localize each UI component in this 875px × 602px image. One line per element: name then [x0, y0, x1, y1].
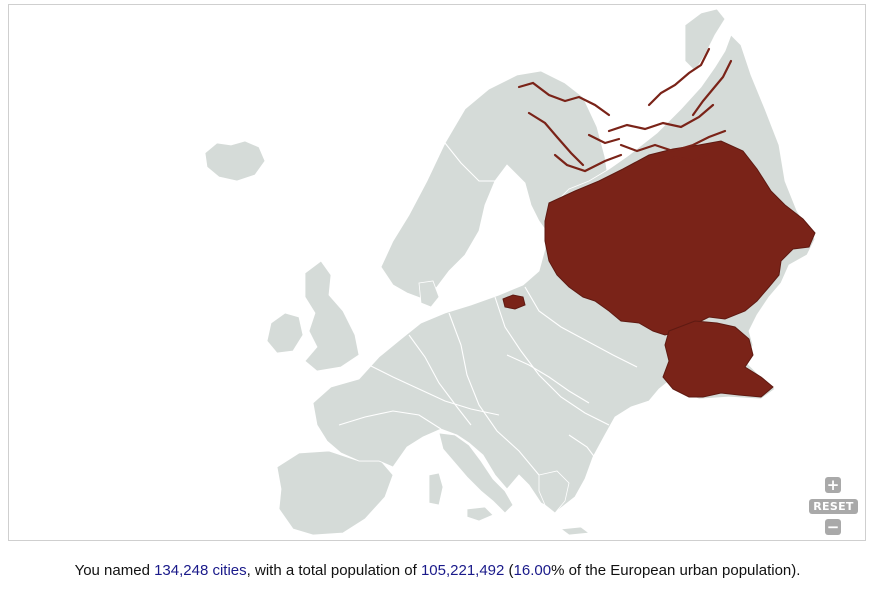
greece	[538, 470, 570, 514]
italy	[438, 432, 514, 514]
ireland	[266, 312, 304, 354]
novaya-zemlya	[684, 8, 726, 72]
sicily	[466, 506, 494, 522]
europe-map[interactable]	[9, 5, 865, 540]
map-container[interactable]: + RESET −	[8, 4, 866, 541]
summary-text: You named 134,248 cities, with a total p…	[0, 562, 875, 579]
population-total: 105,221,492	[420, 562, 505, 579]
great-britain	[304, 260, 360, 372]
iceland	[204, 140, 266, 182]
iberia	[276, 450, 394, 536]
summary-prefix: You named	[74, 562, 155, 579]
zoom-in-button[interactable]: +	[825, 476, 841, 494]
summary-mid: , with a total population of	[246, 562, 421, 579]
named-region-south	[662, 320, 774, 398]
crete	[559, 526, 591, 536]
sardinia	[428, 472, 444, 506]
summary-suffix: % of the European urban population).	[551, 562, 801, 579]
named-region-north-scatter	[517, 47, 733, 173]
named-region-main	[544, 140, 816, 336]
reset-button[interactable]: RESET	[809, 499, 858, 514]
population-percent: 16.00	[513, 562, 552, 579]
named-region-kaliningrad	[502, 294, 526, 310]
denmark	[418, 280, 440, 308]
named-cities-layer	[502, 47, 816, 398]
summary-paren: (	[504, 562, 514, 579]
zoom-out-button[interactable]: −	[825, 518, 841, 536]
cities-count: 134,248 cities	[154, 562, 247, 579]
